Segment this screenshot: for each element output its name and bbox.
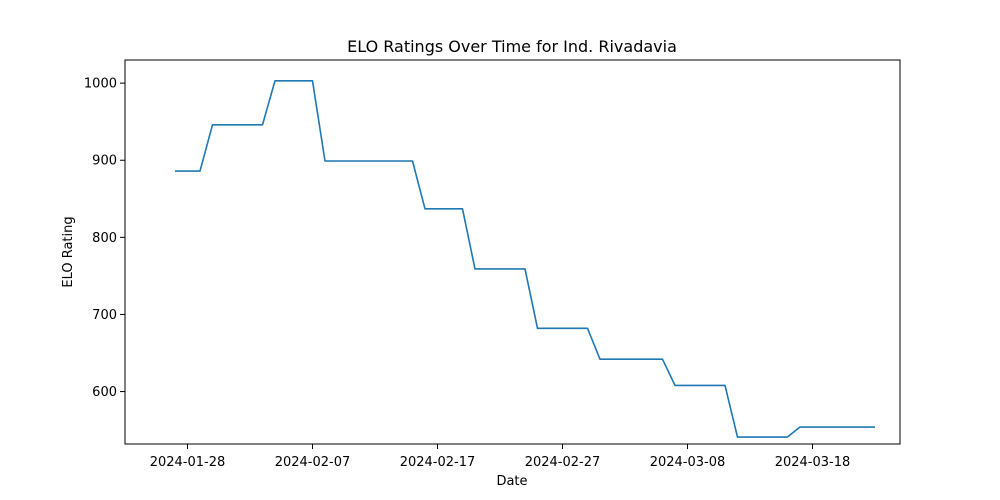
series-line [175,80,875,438]
x-axis: 2024-01-28 2024-02-07 2024-02-17 2024-02-27… [150,444,851,470]
y-tick-label: 700 [92,308,117,323]
y-tick-label: 800 [92,231,117,246]
y-tick-label: 600 [92,385,117,400]
x-tick-label: 2024-02-27 [525,455,601,470]
plot-area [175,80,875,438]
x-tick-label: 2024-02-17 [400,455,476,470]
y-tick-label: 900 [92,154,117,169]
y-axis: 600 700 800 900 1000 [84,77,125,400]
x-tick-label: 2024-03-18 [775,455,851,470]
x-axis-title: Date [496,474,527,489]
y-tick-label: 1000 [84,77,117,92]
y-axis-title: ELO Rating [61,216,76,287]
chart-title: ELO Ratings Over Time for Ind. Rivadavia [347,37,677,56]
x-tick-label: 2024-02-07 [275,455,351,470]
x-tick-label: 2024-03-08 [650,455,726,470]
x-tick-label: 2024-01-28 [150,455,226,470]
plot-frame [124,59,901,445]
